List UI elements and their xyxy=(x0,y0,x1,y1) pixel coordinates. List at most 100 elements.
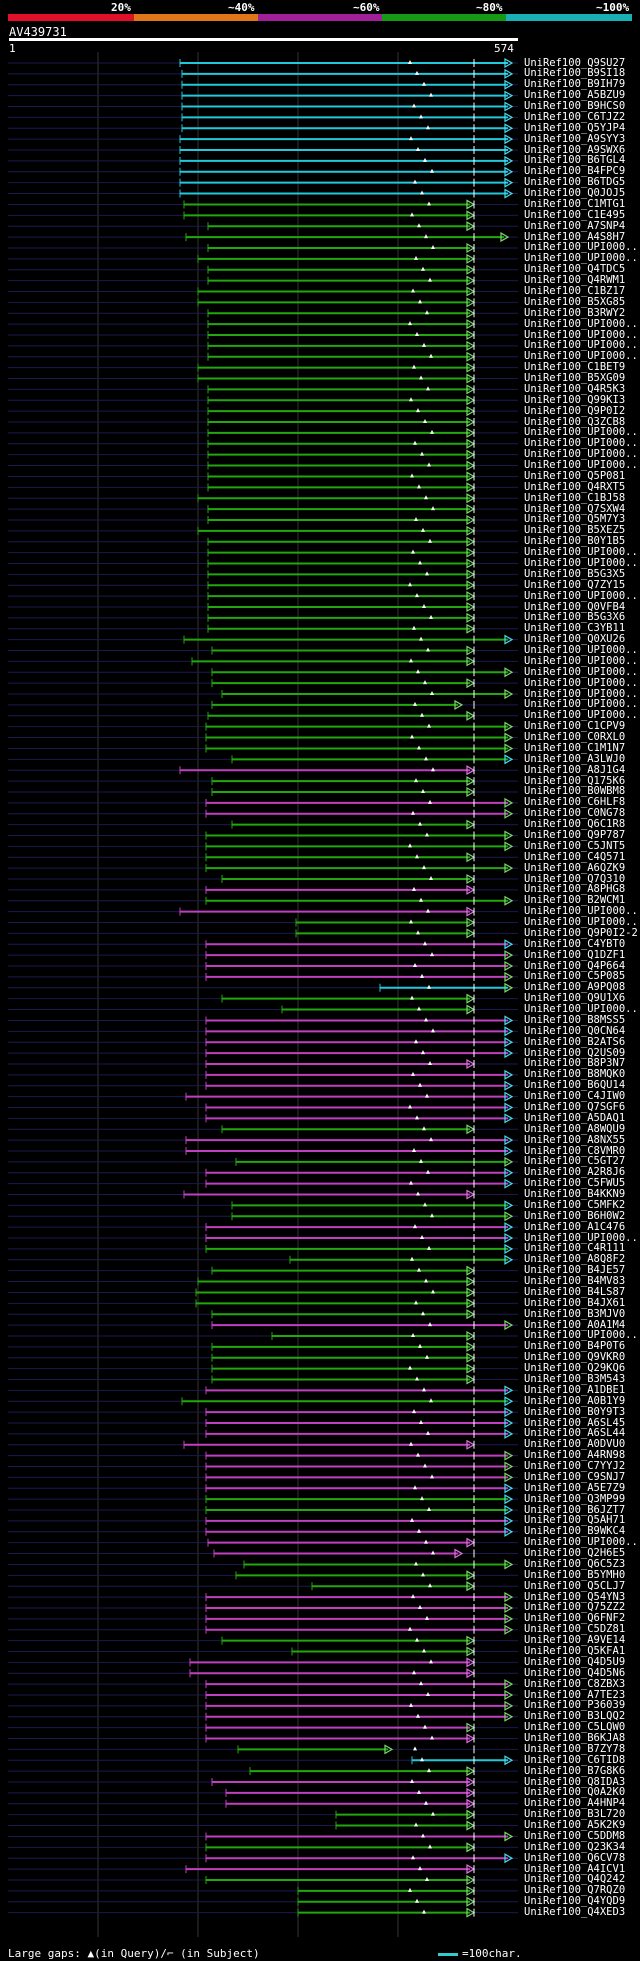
hit-label[interactable]: UniRef100_B9HCS0 xyxy=(524,100,626,113)
hit-label[interactable]: UniRef100_B7ZY78 xyxy=(524,1742,626,1755)
hit-label[interactable]: UniRef100_C6TJZ2 xyxy=(524,110,626,123)
hit-label[interactable]: UniRef100_A6SL44 xyxy=(524,1427,626,1440)
hit-label[interactable]: UniRef100_C6TID8 xyxy=(524,1753,626,1766)
hit-label[interactable]: UniRef100_Q4R5K3 xyxy=(524,382,626,395)
hit-label[interactable]: UniRef100_C5LQW0 xyxy=(524,1721,626,1734)
hit-label[interactable]: UniRef100_B4KKN9 xyxy=(524,1188,626,1201)
hit-label[interactable]: UniRef100_Q0JOJ5 xyxy=(524,187,626,200)
hit-label[interactable]: UniRef100_Q6C1R8 xyxy=(524,818,626,831)
hit-label[interactable]: UniRef100_Q2US09 xyxy=(524,1046,626,1059)
hit-label[interactable]: UniRef100_A9VE14 xyxy=(524,1634,626,1647)
hit-label[interactable]: UniRef100_Q4TDC5 xyxy=(524,263,626,276)
hit-label[interactable]: UniRef100_C1CPV9 xyxy=(524,720,626,733)
hit-label[interactable]: UniRef100_A1C476 xyxy=(524,1220,626,1233)
hit-label[interactable]: UniRef100_Q5CLJ7 xyxy=(524,1579,626,1592)
hit-label[interactable]: UniRef100_C5DZ81 xyxy=(524,1623,626,1636)
hit-label[interactable]: UniRef100_C1E495 xyxy=(524,208,626,221)
hit-label[interactable]: UniRef100_C5MFK2 xyxy=(524,1198,626,1211)
hit-label[interactable]: UniRef100_B6H0W2 xyxy=(524,1209,626,1222)
hit-label[interactable]: UniRef100_Q4P664 xyxy=(524,959,626,972)
hit-label[interactable]: UniRef100_A4ICV1 xyxy=(524,1862,626,1875)
hit-label[interactable]: UniRef100_B0Y1B5 xyxy=(524,535,626,548)
hit-label[interactable]: UniRef100_A8WQU9 xyxy=(524,1122,626,1135)
hit-label[interactable]: UniRef100_C5GT27 xyxy=(524,1155,626,1168)
hit-label[interactable]: UniRef100_UPI000.. xyxy=(524,241,638,254)
hit-label[interactable]: UniRef100_Q3ZCB8 xyxy=(524,415,626,428)
hit-label[interactable]: UniRef100_C4Q571 xyxy=(524,850,626,863)
hit-label[interactable]: UniRef100_Q4D5U9 xyxy=(524,1655,626,1668)
hit-label[interactable]: UniRef100_A1DBE1 xyxy=(524,1383,626,1396)
hit-label[interactable]: UniRef100_B7G8K6 xyxy=(524,1764,626,1777)
hit-label[interactable]: UniRef100_Q7RQZ0 xyxy=(524,1884,626,1897)
hit-label[interactable]: UniRef100_Q3MP99 xyxy=(524,1492,626,1505)
hit-label[interactable]: UniRef100_B5XEZ5 xyxy=(524,524,626,537)
hit-label[interactable]: UniRef100_B2WCM1 xyxy=(524,894,626,907)
hit-label[interactable]: UniRef100_A4S8H7 xyxy=(524,230,626,243)
hit-label[interactable]: UniRef100_C1BJ58 xyxy=(524,491,626,504)
hit-label[interactable]: UniRef100_UPI000.. xyxy=(524,1231,638,1244)
hit-label[interactable]: UniRef100_Q8IDA3 xyxy=(524,1775,626,1788)
hit-label[interactable]: UniRef100_C1M1N7 xyxy=(524,741,626,754)
hit-label[interactable]: UniRef100_UPI000.. xyxy=(524,698,638,711)
hit-label[interactable]: UniRef100_Q175K6 xyxy=(524,774,626,787)
hit-label[interactable]: UniRef100_C7YYJ2 xyxy=(524,1460,626,1473)
hit-label[interactable]: UniRef100_UPI000.. xyxy=(524,916,638,929)
hit-label[interactable]: UniRef100_A5BZU9 xyxy=(524,89,626,102)
hit-label[interactable]: UniRef100_UPI000.. xyxy=(524,644,638,657)
hit-label[interactable]: UniRef100_Q4Q242 xyxy=(524,1873,626,1886)
hit-label[interactable]: UniRef100_Q5M7Y3 xyxy=(524,513,626,526)
hit-label[interactable]: UniRef100_A0B1Y9 xyxy=(524,1394,626,1407)
hit-label[interactable]: UniRef100_UPI000.. xyxy=(524,252,638,265)
hit-label[interactable]: UniRef100_Q99KI3 xyxy=(524,393,626,406)
hit-label[interactable]: UniRef100_Q9P787 xyxy=(524,828,626,841)
hit-label[interactable]: UniRef100_Q75ZZ2 xyxy=(524,1601,626,1614)
hit-label[interactable]: UniRef100_Q0A2K0 xyxy=(524,1786,626,1799)
hit-label[interactable]: UniRef100_Q4RWM1 xyxy=(524,274,626,287)
hit-label[interactable]: UniRef100_B9IH79 xyxy=(524,78,626,91)
hit-label[interactable]: UniRef100_C5DDM8 xyxy=(524,1829,626,1842)
hit-label[interactable]: UniRef100_Q7SGF6 xyxy=(524,1100,626,1113)
hit-label[interactable]: UniRef100_Q5P081 xyxy=(524,469,626,482)
hit-label[interactable]: UniRef100_A9SWX6 xyxy=(524,143,626,156)
hit-label[interactable]: UniRef100_Q0XU26 xyxy=(524,633,626,646)
hit-label[interactable]: UniRef100_UPI000.. xyxy=(524,676,638,689)
hit-label[interactable]: UniRef100_A9PQ08 xyxy=(524,981,626,994)
hit-label[interactable]: UniRef100_A5E7Z9 xyxy=(524,1481,626,1494)
hit-label[interactable]: UniRef100_B5G3X6 xyxy=(524,611,626,624)
hit-label[interactable]: UniRef100_UPI000.. xyxy=(524,654,638,667)
hit-label[interactable]: UniRef100_A8Q8F2 xyxy=(524,1253,626,1266)
hit-label[interactable]: UniRef100_C8ZBX3 xyxy=(524,1677,626,1690)
hit-label[interactable]: UniRef100_A7TE23 xyxy=(524,1688,626,1701)
hit-label[interactable]: UniRef100_Q6FNF2 xyxy=(524,1612,626,1625)
hit-label[interactable]: UniRef100_UPI000.. xyxy=(524,1536,638,1549)
hit-label[interactable]: UniRef100_UPI000.. xyxy=(524,665,638,678)
hit-label[interactable]: UniRef100_A4RN98 xyxy=(524,1449,626,1462)
hit-label[interactable]: UniRef100_B5XG85 xyxy=(524,295,626,308)
hit-label[interactable]: UniRef100_Q9VKR0 xyxy=(524,1351,626,1364)
hit-label[interactable]: UniRef100_Q7SXW4 xyxy=(524,502,626,515)
hit-label[interactable]: UniRef100_Q5YJP4 xyxy=(524,121,626,134)
hit-label[interactable]: UniRef100_B3L720 xyxy=(524,1808,626,1821)
hit-label[interactable]: UniRef100_UPI000.. xyxy=(524,589,638,602)
hit-label[interactable]: UniRef100_B4JX61 xyxy=(524,1296,626,1309)
hit-label[interactable]: UniRef100_A8J1G4 xyxy=(524,763,626,776)
hit-label[interactable]: UniRef100_Q6C5Z3 xyxy=(524,1557,626,1570)
hit-label[interactable]: UniRef100_B4P0T6 xyxy=(524,1340,626,1353)
hit-label[interactable]: UniRef100_Q0CN64 xyxy=(524,1024,626,1037)
hit-label[interactable]: UniRef100_UPI000.. xyxy=(524,1003,638,1016)
hit-label[interactable]: UniRef100_UPI000.. xyxy=(524,350,638,363)
hit-label[interactable]: UniRef100_C4JIW0 xyxy=(524,1090,626,1103)
hit-label[interactable]: UniRef100_C1BET9 xyxy=(524,361,626,374)
hit-label[interactable]: UniRef100_C8VMR0 xyxy=(524,1144,626,1157)
hit-label[interactable]: UniRef100_UPI000.. xyxy=(524,709,638,722)
hit-label[interactable]: UniRef100_B6KJA8 xyxy=(524,1732,626,1745)
hit-label[interactable]: UniRef100_C0NG78 xyxy=(524,807,626,820)
hit-label[interactable]: UniRef100_B6TDG5 xyxy=(524,176,626,189)
hit-label[interactable]: UniRef100_B6TGL4 xyxy=(524,154,626,167)
hit-label[interactable]: UniRef100_Q4YQD9 xyxy=(524,1895,626,1908)
hit-label[interactable]: UniRef100_B9WKC4 xyxy=(524,1525,626,1538)
hit-label[interactable]: UniRef100_C1MTG1 xyxy=(524,197,626,210)
hit-label[interactable]: UniRef100_UPI000.. xyxy=(524,459,638,472)
hit-label[interactable]: UniRef100_Q1DZF1 xyxy=(524,948,626,961)
hit-label[interactable]: UniRef100_B4JE57 xyxy=(524,1264,626,1277)
